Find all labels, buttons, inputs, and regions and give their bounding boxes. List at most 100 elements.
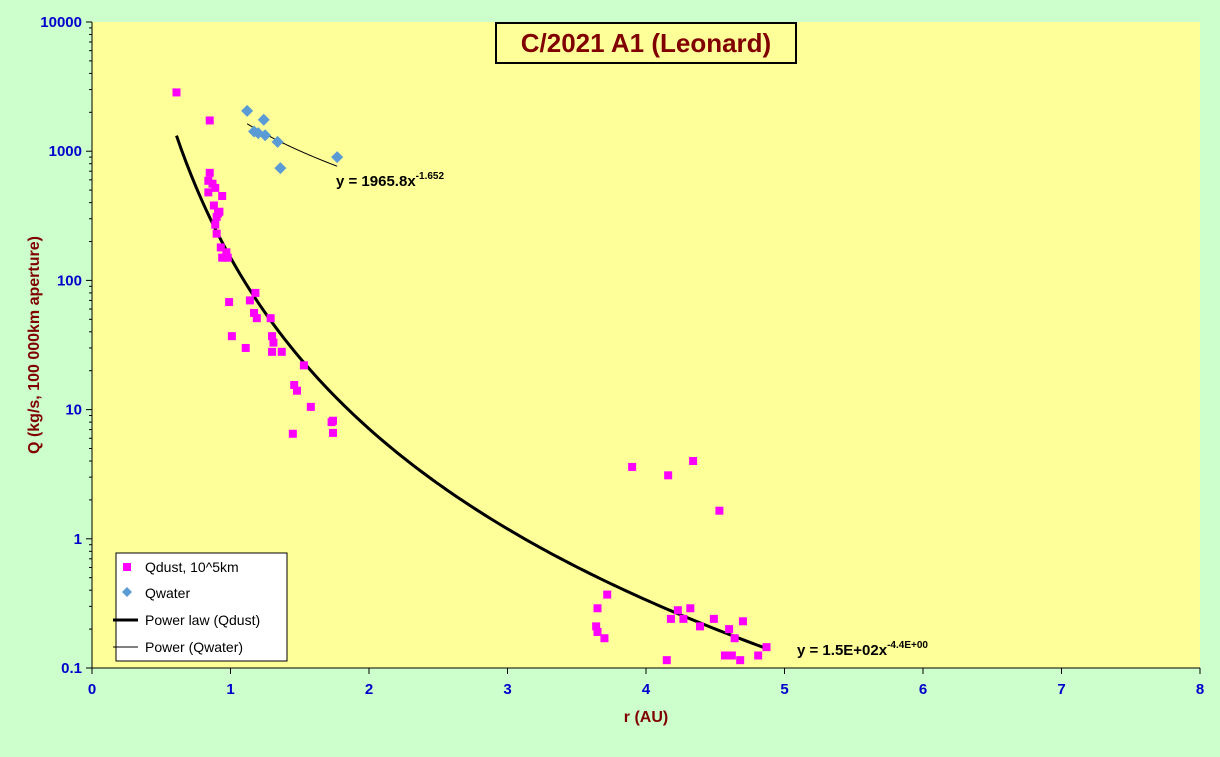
x-tick-label: 2 (365, 681, 373, 698)
qwater-fit-equation-exponent: -1.652 (416, 171, 445, 182)
qdust-point (662, 656, 671, 665)
chart-title: C/2021 A1 (Leonard) (521, 28, 771, 58)
qwater-fit-equation-base: y = 1965.8x (336, 173, 416, 190)
data-points (172, 88, 771, 665)
x-tick-label: 3 (503, 681, 511, 698)
qdust-point (205, 168, 214, 177)
qdust-point (628, 462, 637, 471)
y-tick-label: 10000 (40, 14, 82, 31)
qdust-point (720, 651, 729, 660)
qdust-point (218, 192, 227, 201)
qdust-point (277, 347, 286, 356)
qdust-point (290, 381, 299, 390)
qdust-point (251, 288, 260, 297)
qdust-point (225, 298, 234, 307)
qdust-point (686, 604, 695, 613)
qdust-point (215, 207, 224, 216)
legend-qwater-label: Qwater (145, 585, 190, 601)
qdust-point (252, 314, 261, 323)
qdust-point (600, 634, 609, 643)
qdust-point (205, 116, 214, 125)
qwater-point (259, 129, 272, 142)
qdust-point (268, 332, 277, 341)
qdust-point (241, 343, 250, 352)
x-tick-label: 8 (1196, 681, 1204, 698)
qdust-point (299, 361, 308, 370)
y-tick-label: 0.1 (61, 660, 82, 677)
x-tick-label: 5 (780, 681, 788, 698)
qdust-point (292, 386, 301, 395)
y-tick-label: 1 (74, 531, 82, 548)
qdust-point (208, 179, 217, 188)
x-tick-label: 7 (1057, 681, 1065, 698)
qdust-point (709, 614, 718, 623)
x-axis: 0 1 2 3 4 5 6 7 8 (88, 667, 1204, 698)
qdust-point (666, 614, 675, 623)
qdust-point (679, 614, 688, 623)
legend-qdust-fit-label: Power law (Qdust) (145, 612, 260, 628)
qwater-point (257, 113, 270, 126)
y-axis: 0.1 1 10 100 1000 10000 (40, 14, 93, 677)
x-tick-label: 4 (642, 681, 651, 698)
qdust-point (223, 253, 232, 262)
qdust-point (762, 643, 771, 652)
qdust-point (204, 188, 213, 197)
qdust-point (754, 651, 763, 660)
qwater-point (241, 104, 254, 117)
qdust-point (738, 617, 747, 626)
legend-qwater-marker (122, 587, 132, 597)
qdust-point (266, 314, 275, 323)
qdust-point (212, 229, 221, 238)
qdust-point (250, 308, 259, 317)
qwater-point (331, 151, 344, 164)
qdust-fit-line (175, 135, 768, 650)
qdust-point (603, 590, 612, 599)
legend-box (115, 552, 288, 662)
qdust-point (211, 183, 220, 192)
qwater-point (271, 135, 284, 148)
qdust-point (592, 622, 601, 631)
x-axis-title: r (AU) (624, 709, 668, 726)
qdust-fit-equation: y = 1.5E+02x-4.4E+00 (797, 640, 928, 659)
y-axis-title: Q (kg/s, 100 000km aperture) (26, 236, 43, 454)
x-tick-label: 0 (88, 681, 96, 698)
qdust-point (227, 332, 236, 341)
x-tick-label: 1 (226, 681, 234, 698)
qdust-point (328, 428, 337, 437)
qdust-point (211, 220, 220, 229)
legend-qwater-fit-label: Power (Qwater) (145, 639, 243, 655)
qdust-fit-equation-base: y = 1.5E+02x (797, 642, 888, 659)
qdust-point (664, 471, 673, 480)
qdust-point (593, 604, 602, 613)
legend-qdust-label: Qdust, 10^5km (145, 559, 239, 575)
qdust-point (328, 416, 337, 425)
qdust-point (209, 201, 218, 210)
qdust-point (306, 402, 315, 411)
chart-title-box: C/2021 A1 (Leonard) (495, 22, 797, 64)
qdust-point (727, 651, 736, 660)
qdust-point (268, 347, 277, 356)
qdust-point (725, 625, 734, 634)
qdust-point (204, 176, 213, 185)
legend: Qdust, 10^5km Qwater Power law (Qdust) P… (113, 552, 288, 662)
qdust-point (696, 622, 705, 631)
qdust-point (222, 248, 231, 257)
y-tick-label: 10 (65, 402, 82, 419)
legend-qdust-marker (123, 563, 131, 571)
qdust-point (736, 656, 745, 665)
qdust-point (673, 606, 682, 615)
qdust-point (288, 429, 297, 438)
qdust-point (730, 634, 739, 643)
qdust-point (715, 506, 724, 515)
qdust-point (245, 296, 254, 305)
qdust-point (593, 627, 602, 636)
qdust-fit-equation-exponent: -4.4E+00 (887, 640, 928, 651)
y-tick-label: 100 (57, 272, 82, 289)
qwater-point (274, 162, 287, 175)
qdust-point (689, 457, 698, 466)
x-tick-label: 6 (919, 681, 927, 698)
qdust-point (172, 88, 181, 97)
y-tick-label: 1000 (49, 143, 82, 160)
